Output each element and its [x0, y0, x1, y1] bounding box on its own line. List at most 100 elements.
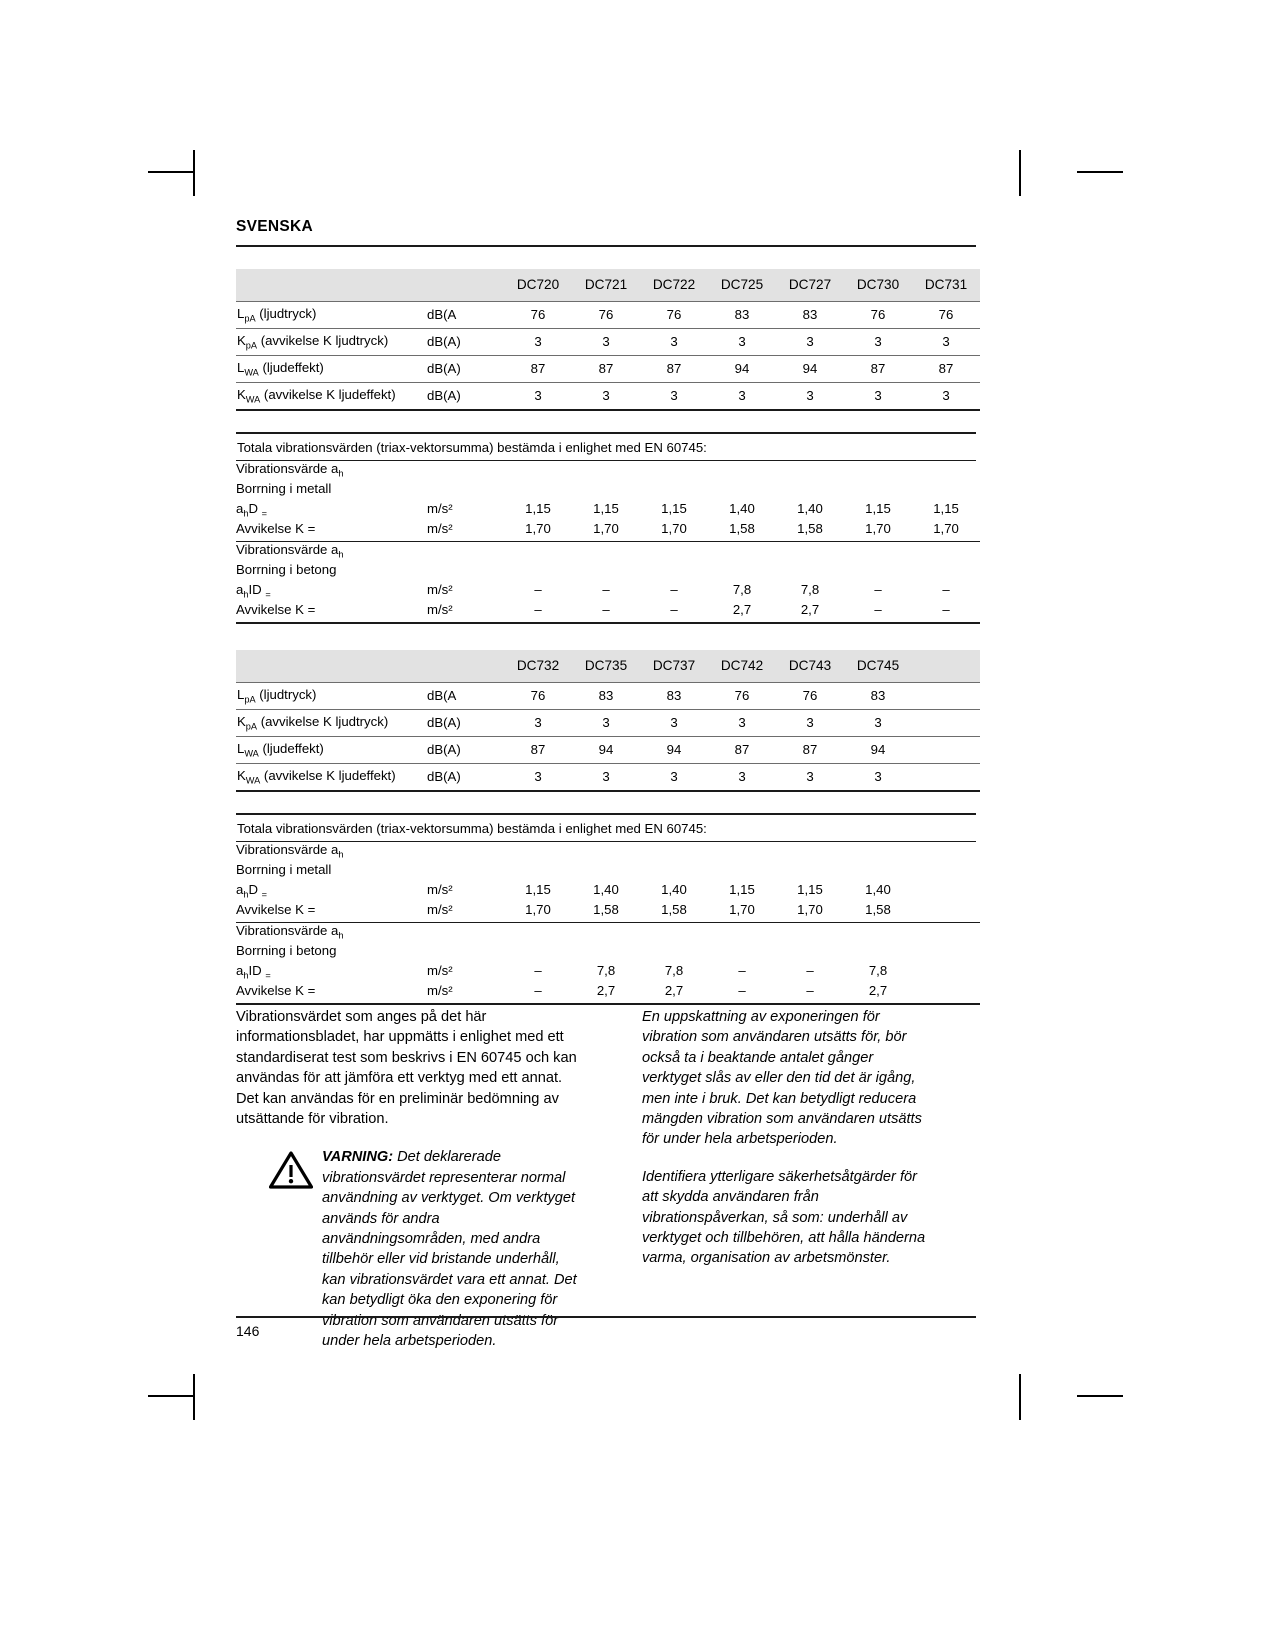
spec-table-2: DC732 DC735 DC737 DC742 DC743 DC745 LpA … [236, 650, 980, 792]
vib2-g1-row0-v0: – [534, 963, 542, 978]
crop-mark-top-right-h [1077, 171, 1123, 173]
warning-triangle-icon [268, 1147, 314, 1351]
body-column-right: En uppskattning av exponeringen för vibr… [642, 1007, 932, 1352]
table1-row1-v6: 3 [912, 328, 980, 356]
title-divider [236, 245, 976, 247]
vib2-g1-subheading: Borrning i betong [236, 943, 337, 958]
table1-header-dc727: DC727 [776, 269, 844, 302]
vib2-g0-row0-v0: 1,15 [525, 882, 551, 897]
table1-row2-v1: 87 [572, 355, 640, 383]
table1-row3-v5: 3 [844, 382, 912, 411]
table1-header-dc730: DC730 [844, 269, 912, 302]
vib1-g0-row0-v4: 1,40 [797, 501, 823, 516]
vib1-g1-row0-unit: m/s² [427, 582, 453, 597]
vib1-g0-row1-v4: 1,58 [776, 521, 844, 542]
vib2-g0-row0-label: ahD = [236, 882, 268, 900]
table1-row1-v1: 3 [572, 328, 640, 356]
vib1-g0-heading-row: Vibrationsvärde ah [236, 461, 980, 481]
crop-mark-top-right-v [1019, 150, 1021, 196]
crop-mark-bottom-right-v [1019, 1374, 1021, 1420]
vib1-g1-row1-v4: 2,7 [776, 602, 844, 624]
warning-body: Det deklarerade vibrationsvärdet represe… [322, 1149, 577, 1350]
table1-header-dc731: DC731 [912, 269, 980, 302]
table1-row3-v6: 3 [912, 382, 980, 411]
vib2-g0-subheading: Borrning i metall [236, 862, 332, 877]
table-row: LWA (ljudeffekt) dB(A) 87 87 87 94 94 87… [236, 355, 980, 383]
table1-header-dc725: DC725 [708, 269, 776, 302]
crop-mark-top-left-h [148, 171, 194, 173]
table1-row0-v6: 76 [912, 301, 980, 329]
vib1-g0-row1-v3: 1,58 [708, 521, 776, 542]
vib1-g1-row1-v3: 2,7 [708, 602, 776, 624]
table2-row0-unit: dB(A [426, 682, 504, 710]
intro-paragraph: Vibrationsvärdet som anges på det här in… [236, 1009, 577, 1128]
table2-row1-v3: 3 [708, 709, 776, 737]
page-content: SVENSKA DC720 DC721 DC722 DC725 DC727 DC… [236, 218, 981, 1005]
page-title: SVENSKA [236, 218, 314, 235]
table1-row0-unit: dB(A [426, 301, 504, 329]
vib1-g0-row1-v5: 1,70 [844, 521, 912, 542]
vib1-g0-row0-v1: 1,15 [593, 501, 619, 516]
vib1-g0-row0-v5: 1,15 [865, 501, 891, 516]
table2-row0-v1: 83 [572, 682, 640, 710]
table2-row1-label: KpA (avvikelse K ljudtryck) [236, 709, 426, 737]
vib1-g1-row0-v0: – [534, 582, 542, 597]
table1-row2-v6: 87 [912, 355, 980, 383]
table1-row0-v0: 76 [504, 301, 572, 329]
page-footer: 146 [236, 1316, 976, 1339]
table2-header-blank-1 [236, 650, 426, 683]
vib2-g0-row1-v4: 1,70 [776, 902, 844, 923]
table1-row2-v3: 94 [708, 355, 776, 383]
warning-text: VARNING: Det deklarerade vibrationsvärde… [322, 1147, 586, 1351]
vib2-g1-row0-v1: 7,8 [596, 963, 616, 978]
page-number: 146 [236, 1323, 260, 1339]
vib2-g1-row1-unit: m/s² [426, 983, 504, 1005]
vib1-g0-row1-v2: 1,70 [640, 521, 708, 542]
table2-row0-v5: 83 [844, 682, 912, 710]
vib2-g1-row1-v5: 2,7 [844, 983, 912, 1005]
table-row: KpA (avvikelse K ljudtryck) dB(A) 3 3 3 … [236, 709, 980, 737]
table1-row2-v4: 94 [776, 355, 844, 383]
vib2-g0-row0-v3: 1,15 [729, 882, 755, 897]
table1-row2-unit: dB(A) [426, 355, 504, 383]
table2-row1-v1: 3 [572, 709, 640, 737]
vib1-g0-row0-v0: 1,15 [525, 501, 551, 516]
vib2-g0-row1-v6 [912, 902, 981, 923]
table1-row0-v5: 76 [844, 301, 912, 329]
vib2-g1-heading: Vibrationsvärde ah [236, 923, 344, 941]
safety-measures-paragraph: Identifiera ytterligare säkerhetsåtgärde… [642, 1168, 926, 1267]
crop-mark-bottom-left-h [148, 1395, 194, 1397]
vib1-g1-row0-v1: – [602, 582, 610, 597]
table2-row1-v6 [912, 709, 980, 737]
table1-row2-v2: 87 [640, 355, 708, 383]
table2-row0-v6 [912, 682, 980, 710]
vib2-g0-row0-v1: 1,40 [593, 882, 619, 897]
body-column-left: Vibrationsvärdet som anges på det här in… [236, 1007, 586, 1352]
vib2-g1-row1-v1: 2,7 [572, 983, 640, 1005]
table2-row3-v1: 3 [572, 763, 640, 792]
vib2-g0-row1-v0: 1,70 [504, 902, 572, 923]
table-row: KWA (avvikelse K ljudeffekt) dB(A) 3 3 3… [236, 763, 980, 792]
vib2-g1-heading-row: Vibrationsvärde ah [236, 923, 980, 944]
vib1-top-rule [236, 432, 976, 434]
vib1-g0-subheading: Borrning i metall [236, 481, 332, 496]
table2-row1-v0: 3 [504, 709, 572, 737]
table2-row1-v5: 3 [844, 709, 912, 737]
table1-row0-v1: 76 [572, 301, 640, 329]
vib2-g1-row0-v5: 7,8 [868, 963, 888, 978]
table1-row2-label: LWA (ljudeffekt) [236, 355, 426, 383]
table1-row2-v0: 87 [504, 355, 572, 383]
vib2-g0-heading-row: Vibrationsvärde ah [236, 842, 980, 862]
crop-mark-bottom-left-v [193, 1374, 195, 1420]
vib2-g1-row0-unit: m/s² [427, 963, 453, 978]
vib1-g1-subheading: Borrning i betong [236, 562, 337, 577]
table2-row3-v3: 3 [708, 763, 776, 792]
vib2-g1-row1-v4: – [776, 983, 844, 1005]
table2-row0-label: LpA (ljudtryck) [236, 682, 426, 710]
table2-header-blank-3 [912, 650, 980, 683]
vib1-g1-row1-unit: m/s² [426, 602, 504, 624]
vib2-g1-row0-v3: – [738, 963, 746, 978]
vib2-g0-row0-unit: m/s² [427, 882, 453, 897]
vib1-g0-row1-unit: m/s² [426, 521, 504, 542]
vib2-g1-row1-v3: – [708, 983, 776, 1005]
